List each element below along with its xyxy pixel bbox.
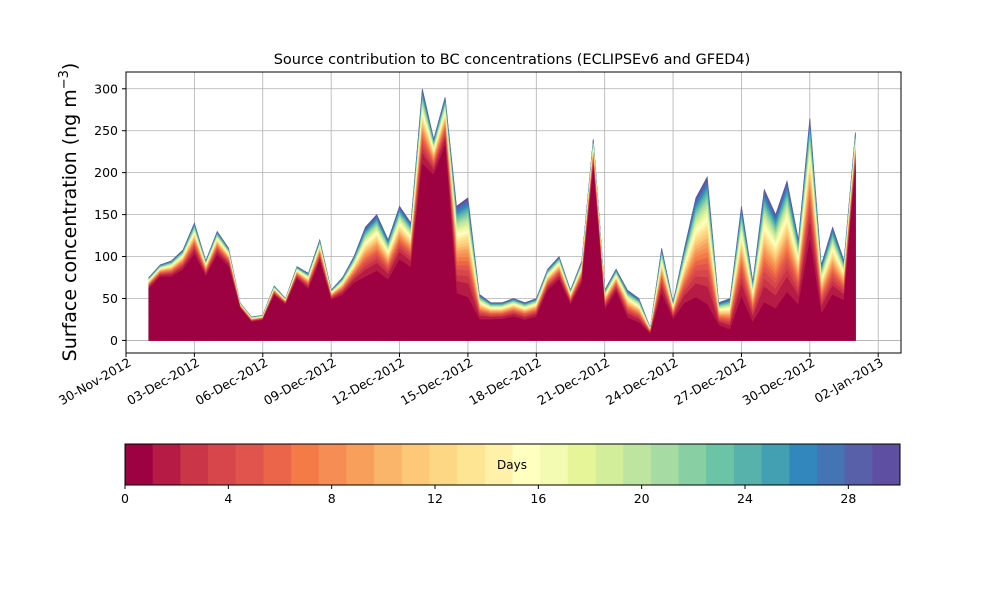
y-tick-label: 150 [94,207,118,222]
x-tick-label: 12-Dec-2012 [329,355,407,408]
colorbar-swatch [180,444,209,485]
colorbar-tick-label: 0 [121,491,129,506]
x-tick-label: 03-Dec-2012 [124,355,202,408]
colorbar-tick-label: 8 [328,491,336,506]
colorbar-swatch [152,444,181,485]
plot-area: 0 50 100 150 200 250 300 30-Nov-201203-Dec-201… [56,71,902,408]
x-tick-label: 30-Dec-2012 [740,355,818,408]
colorbar-swatch [623,444,652,485]
colorbar-frame [124,443,901,486]
age-band-area-0 [148,145,856,341]
colorbar-swatch [374,444,403,485]
colorbar-swatch [706,444,735,485]
colorbar-swatch [235,444,264,485]
colorbar-swatch [650,444,680,485]
x-tick-label: 27-Dec-2012 [671,355,749,408]
y-tick-label: 300 [94,81,118,96]
colorbar-swatch [789,444,818,485]
plot-frame [125,71,902,354]
colorbar-swatch [567,444,597,485]
colorbar-swatch [512,444,541,485]
x-tick-label: 15-Dec-2012 [398,355,476,408]
x-tick-label: 30-Nov-2012 [56,355,133,408]
y-tick-label: 100 [94,249,118,264]
colorbar-swatch [263,444,292,485]
colorbar-tick-label: 24 [737,491,753,506]
y-axis-label-exponent: −3 [57,70,72,89]
colorbar-swatch [208,444,237,485]
colorbar-swatch [346,444,375,485]
y-axis-label: Surface concentration (ng m−3) [57,63,81,362]
colorbar-tick-label: 4 [224,491,232,506]
stacked-areas [148,88,856,341]
x-tick-label: 02-Jan-2013 [812,355,886,406]
colorbar-swatch [318,444,347,485]
colorbar-swatch [291,444,320,485]
colorbar-swatch [429,444,458,485]
x-tick-label: 18-Dec-2012 [466,355,544,408]
x-tick-label: 24-Dec-2012 [603,355,681,408]
y-axis-label-close: ) [59,63,81,70]
colorbar-swatch [595,444,624,485]
y-axis: 0 50 100 150 200 250 300 [94,81,126,348]
y-axis-label-main: Surface concentration (ng m [59,89,81,361]
y-tick-label: 200 [94,165,118,180]
colorbar-swatch [401,444,430,485]
x-tick-label: 09-Dec-2012 [261,355,339,408]
colorbar: Days 0 4 8 12 16 20 24 28 [121,443,901,506]
colorbar-swatch [733,444,763,485]
x-tick-label: 06-Dec-2012 [193,355,271,408]
colorbar-swatch [844,444,873,485]
colorbar-label: Days [497,458,527,472]
colorbar-swatch [872,444,901,485]
colorbar-ticks: 0 4 8 12 16 20 24 28 [121,485,856,506]
colorbar-swatch [816,444,846,485]
x-tick-label: 21-Dec-2012 [535,355,613,408]
colorbar-tick-label: 12 [427,491,443,506]
colorbar-swatch [457,444,486,485]
y-tick-label: 50 [102,291,118,306]
x-axis: 30-Nov-201203-Dec-201206-Dec-201209-Dec-… [56,353,886,408]
colorbar-tick-label: 28 [840,491,856,506]
colorbar-swatch [540,444,569,485]
colorbar-swatches [125,444,901,485]
colorbar-tick-label: 16 [530,491,546,506]
y-tick-label: 250 [94,123,118,138]
colorbar-swatch [125,444,154,485]
chart-title: Source contribution to BC concentrations… [274,52,751,68]
y-tick-label: 0 [110,333,118,348]
colorbar-swatch [484,444,513,485]
colorbar-swatch [678,444,707,485]
colorbar-swatch [761,444,790,485]
colorbar-tick-label: 20 [634,491,650,506]
